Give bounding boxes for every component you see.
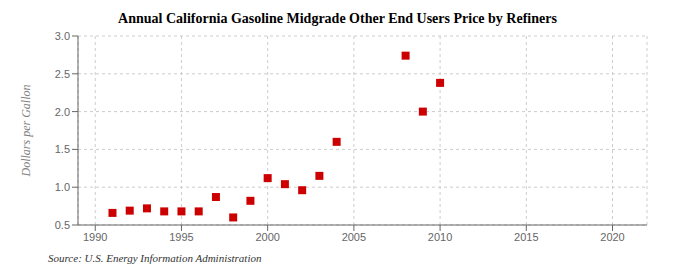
svg-text:2015: 2015	[514, 231, 538, 243]
svg-text:1.0: 1.0	[55, 181, 70, 193]
svg-text:2000: 2000	[255, 231, 279, 243]
svg-text:2010: 2010	[428, 231, 452, 243]
svg-text:2020: 2020	[600, 231, 624, 243]
svg-text:Dollars per Gallon: Dollars per Gallon	[19, 84, 33, 177]
svg-text:1990: 1990	[83, 231, 107, 243]
svg-text:1995: 1995	[169, 231, 193, 243]
svg-text:2005: 2005	[342, 231, 366, 243]
html-text:Source: U.S. Energy Informatio: Source: U.S. Energy Information Administ…	[48, 252, 262, 264]
svg-text:2.5: 2.5	[55, 68, 70, 80]
html-text:Annual California Gasoline Mid: Annual California Gasoline Midgrade Othe…	[118, 11, 557, 26]
svg-text:3.0: 3.0	[55, 30, 70, 42]
svg-text:0.5: 0.5	[55, 219, 70, 231]
svg-text:1.5: 1.5	[55, 143, 70, 155]
svg-text:2.0: 2.0	[55, 106, 70, 118]
